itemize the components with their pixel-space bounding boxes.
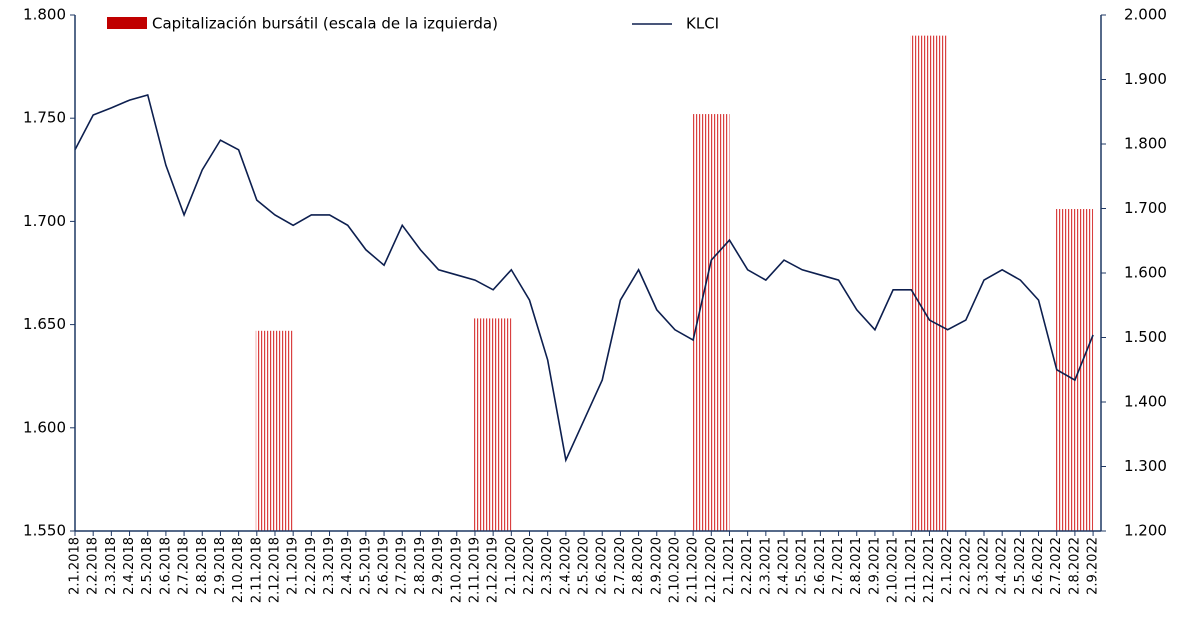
x-tick-label: 2.8.2020	[631, 537, 646, 595]
x-tick-label: 2.4.2020	[558, 537, 573, 595]
bar	[692, 114, 730, 532]
y-tick-label: 1.700	[23, 212, 66, 230]
x-tick-label: 2.2.2019	[304, 537, 319, 595]
y-tick-label: 1.800	[23, 6, 66, 24]
x-tick-label: 2.7.2018	[177, 537, 192, 595]
x-tick-label: 2.6.2021	[813, 537, 828, 595]
x-tick-label: 2.4.2018	[122, 537, 137, 595]
x-tick-label: 2.7.2021	[831, 537, 846, 595]
x-tick-label: 2.1.2020	[504, 537, 519, 595]
x-tick-label: 2.9.2021	[867, 537, 882, 595]
x-tick-label: 2.7.2022	[1049, 537, 1064, 595]
y2-tick-label: 1.400	[1124, 393, 1167, 411]
x-tick-label: 2.10.2019	[449, 537, 464, 603]
x-tick-label: 2.10.2018	[231, 537, 246, 603]
x-tick-label: 2.6.2019	[377, 537, 392, 595]
y2-tick-label: 1.800	[1124, 135, 1167, 153]
y2-tick-label: 1.300	[1124, 457, 1167, 475]
y-tick-label: 1.550	[23, 522, 66, 540]
x-tick-label: 2.2.2021	[740, 537, 755, 595]
x-tick-label: 2.5.2020	[577, 537, 592, 595]
x-tick-label: 2.11.2020	[686, 537, 701, 603]
x-tick-label: 2.7.2020	[613, 537, 628, 595]
x-tick-label: 2.7.2019	[395, 537, 410, 595]
y2-tick-label: 2.000	[1124, 6, 1167, 24]
x-tick-label: 2.5.2018	[140, 537, 155, 595]
legend-label: KLCI	[686, 15, 719, 33]
y2-tick-label: 1.700	[1124, 199, 1167, 217]
x-tick-label: 2.3.2020	[540, 537, 555, 595]
x-tick-label: 2.9.2022	[1086, 537, 1101, 595]
y-tick-label: 1.650	[23, 315, 66, 333]
x-tick-label: 2.5.2019	[358, 537, 373, 595]
x-tick-label: 2.5.2022	[1013, 537, 1028, 595]
line	[74, 93, 1094, 463]
y2-tick-label: 1.900	[1124, 70, 1167, 88]
x-tick-label: 2.8.2018	[195, 537, 210, 595]
x-tick-label: 2.3.2021	[758, 537, 773, 595]
x-tick-label: 2.2.2018	[86, 537, 101, 595]
x-tick-label: 2.1.2018	[68, 537, 83, 595]
x-tick-label: 2.11.2018	[249, 537, 264, 603]
x-tick-label: 2.6.2020	[595, 537, 610, 595]
x-tick-label: 2.4.2021	[777, 537, 792, 595]
bar	[910, 35, 948, 531]
x-tick-label: 2.9.2018	[213, 537, 228, 595]
bar	[255, 330, 294, 531]
x-tick-label: 2.2.2022	[958, 537, 973, 595]
x-tick-label: 2.12.2018	[267, 537, 282, 603]
x-tick-label: 2.6.2022	[1031, 537, 1046, 595]
y-tick-label: 1.600	[23, 418, 66, 436]
x-tick-label: 2.10.2021	[886, 537, 901, 603]
x-tick-label: 2.12.2019	[486, 537, 501, 603]
x-tick-label: 2.1.2022	[940, 537, 955, 595]
x-tick-label: 2.3.2022	[977, 537, 992, 595]
x-tick-label: 2.1.2021	[722, 537, 737, 595]
x-tick-label: 2.3.2019	[322, 537, 337, 595]
legend-swatch	[107, 17, 147, 29]
x-tick-label: 2.9.2020	[649, 537, 664, 595]
y2-tick-label: 1.600	[1124, 264, 1167, 282]
x-tick-label: 2.8.2021	[849, 537, 864, 595]
y2-tick-label: 1.500	[1124, 328, 1167, 346]
x-tick-label: 2.11.2019	[467, 537, 482, 603]
x-tick-label: 2.4.2019	[340, 537, 355, 595]
x-tick-label: 2.8.2022	[1067, 537, 1082, 595]
bar	[1055, 209, 1094, 532]
x-tick-label: 2.3.2018	[104, 537, 119, 595]
x-tick-label: 2.4.2022	[995, 537, 1010, 595]
x-tick-label: 2.2.2020	[522, 537, 537, 595]
x-tick-label: 2.9.2019	[431, 537, 446, 595]
x-tick-label: 2.8.2019	[413, 537, 428, 595]
x-tick-label: 2.5.2021	[795, 537, 810, 595]
y-tick-label: 1.750	[23, 109, 66, 127]
legend-label: Capitalización bursátil (escala de la iz…	[152, 15, 498, 33]
x-tick-label: 2.12.2021	[922, 537, 937, 603]
x-tick-label: 2.11.2021	[904, 537, 919, 603]
x-tick-label: 2.6.2018	[158, 537, 173, 595]
y2-tick-label: 1.200	[1124, 522, 1167, 540]
x-tick-label: 2.12.2020	[704, 537, 719, 603]
x-tick-label: 2.10.2020	[667, 537, 682, 603]
x-tick-label: 2.1.2019	[286, 537, 301, 595]
bar	[473, 318, 512, 531]
